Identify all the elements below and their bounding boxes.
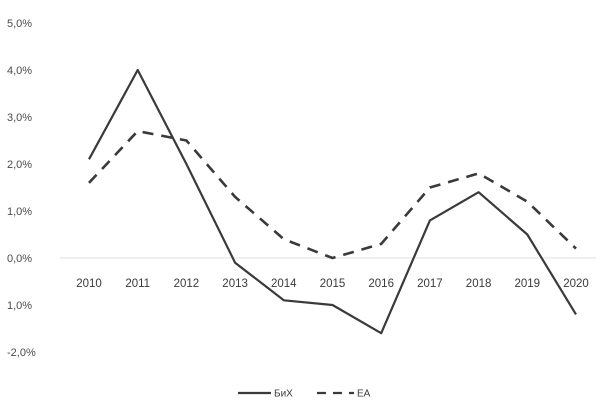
x-tick-label: 2011 xyxy=(125,278,150,290)
series-line-bih xyxy=(88,68,577,335)
x-tick-label: 2012 xyxy=(174,278,200,290)
y-tick-label: 0,0% xyxy=(7,253,32,265)
y-tick-label: -2,0% xyxy=(7,347,36,359)
y-tick-label: 1,0% xyxy=(7,300,32,312)
legend: БиХ ЕА xyxy=(238,389,371,400)
y-tick-label: 1,0% xyxy=(7,206,32,218)
legend-label-bih: БиХ xyxy=(274,389,293,400)
y-tick-label: 5,0% xyxy=(7,18,32,30)
y-tick-label: 2,0% xyxy=(7,159,32,171)
x-tick-label: 2020 xyxy=(563,278,589,290)
series-lines xyxy=(88,68,577,335)
x-axis-ticks: 2010 2011 2012 2013 2014 2015 2016 2017 2018 2019… xyxy=(75,277,590,291)
x-tick-label: 2015 xyxy=(320,278,346,290)
x-tick-label: 2010 xyxy=(76,278,102,290)
series-line-ea xyxy=(88,129,577,260)
x-tick-label: 2017 xyxy=(417,278,443,290)
y-tick-label: 3,0% xyxy=(7,112,32,124)
y-tick-label: 4,0% xyxy=(7,65,32,77)
x-tick-label: 2018 xyxy=(466,278,492,290)
x-tick-label: 2016 xyxy=(368,278,394,290)
x-tick-label: 2014 xyxy=(271,278,297,290)
legend-label-ea: ЕА xyxy=(357,389,371,400)
y-axis-ticks: 5,0% 4,0% 3,0% 2,0% 1,0% 0,0% 1,0% -2,0% xyxy=(7,18,36,359)
x-tick-label: 2013 xyxy=(222,278,248,290)
x-tick-label: 2019 xyxy=(515,278,541,290)
